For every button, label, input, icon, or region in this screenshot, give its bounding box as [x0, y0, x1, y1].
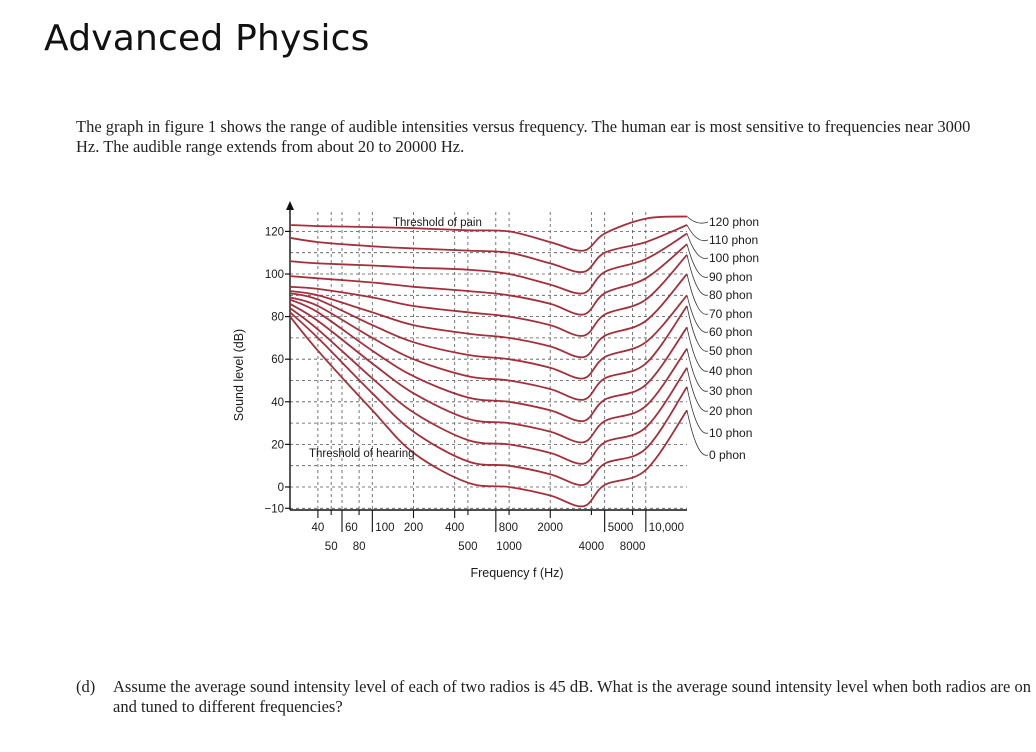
phon-curve	[289, 254, 688, 337]
x-tick-label: 80	[353, 541, 366, 553]
question-label: (d)	[76, 677, 96, 696]
series-label: 110 phon	[709, 233, 758, 247]
y-tick-label: 40	[271, 397, 284, 409]
series-label: 40 phon	[709, 364, 752, 378]
series-label: 90 phon	[709, 270, 752, 284]
question-text: Assume the average sound intensity level…	[113, 677, 1031, 716]
phon-curve	[289, 303, 688, 444]
x-tick-label: 100	[375, 522, 394, 534]
y-tick-label: 100	[265, 269, 284, 281]
series-label: 0 phon	[709, 448, 746, 462]
series-leader-line	[686, 273, 709, 315]
series-leader-line	[686, 386, 709, 434]
series-label: 120 phon	[709, 215, 759, 229]
chart-curves	[289, 215, 688, 508]
y-tick-label: 120	[265, 226, 284, 238]
series-leader-line	[686, 233, 709, 259]
x-tick-label: 800	[499, 522, 518, 534]
series-label: 10 phon	[709, 426, 752, 440]
question-d: (d) Assume the average sound intensity le…	[76, 677, 1036, 717]
x-tick-label: 2000	[537, 522, 563, 534]
series-label: 20 phon	[709, 404, 752, 418]
phon-curve	[289, 215, 688, 252]
y-tick-label: 0	[278, 482, 284, 494]
phon-curve	[289, 307, 688, 465]
phon-curve	[289, 243, 688, 316]
y-tick-label: 80	[271, 312, 284, 324]
x-tick-label: 40	[312, 522, 325, 534]
x-tick-label: 200	[404, 522, 423, 534]
x-tick-label: 10,000	[649, 522, 684, 534]
chart-axes	[285, 201, 687, 532]
phon-curve	[289, 292, 688, 380]
annotation-threshold-of-pain: Threshold of pain	[393, 217, 482, 229]
chart-grid	[290, 212, 687, 510]
y-tick-label: 60	[271, 354, 284, 366]
y-tick-label: 20	[271, 439, 284, 451]
phon-curve	[289, 232, 688, 295]
x-tick-label: 1000	[496, 541, 522, 553]
series-label: 50 phon	[709, 344, 752, 358]
phon-curve	[289, 316, 688, 508]
x-tick-label: 5000	[608, 522, 634, 534]
y-axis-label: Sound level (dB)	[232, 329, 246, 421]
series-leader-line	[686, 244, 709, 278]
series-leader-line	[686, 224, 709, 242]
phon-curve	[289, 273, 688, 359]
phon-curve	[289, 224, 688, 274]
series-leader-line	[686, 327, 709, 372]
series-leader-line	[686, 348, 709, 392]
page-title: Advanced Physics	[44, 18, 370, 59]
x-axis-label: Frequency f (Hz)	[470, 566, 563, 580]
y-axis-arrow-icon	[286, 201, 294, 210]
x-tick-label: 60	[345, 522, 358, 534]
x-tick-label: 400	[445, 522, 464, 534]
series-leader-line	[686, 216, 709, 224]
series-leader-line	[686, 367, 709, 412]
series-label: 60 phon	[709, 325, 752, 339]
series-label: 70 phon	[709, 307, 752, 321]
series-label: 100 phon	[709, 251, 759, 265]
annotation-threshold-of-hearing: Threshold of hearing	[309, 448, 414, 460]
series-label: 80 phon	[709, 288, 752, 302]
series-leader-line	[686, 295, 709, 333]
phon-curve	[289, 298, 688, 423]
series-leader-line	[686, 305, 709, 352]
series-leader-line	[686, 254, 709, 296]
phon-curve	[289, 311, 688, 486]
x-tick-label: 500	[458, 541, 477, 553]
series-label: 30 phon	[709, 384, 752, 398]
y-tick-label: −10	[264, 503, 284, 515]
x-tick-label: 8000	[620, 541, 646, 553]
x-tick-label: 50	[325, 541, 338, 553]
intro-paragraph: The graph in figure 1 shows the range of…	[76, 117, 971, 156]
phon-curve	[289, 296, 688, 401]
x-tick-label: 4000	[579, 541, 605, 553]
series-leader-line	[686, 410, 709, 456]
